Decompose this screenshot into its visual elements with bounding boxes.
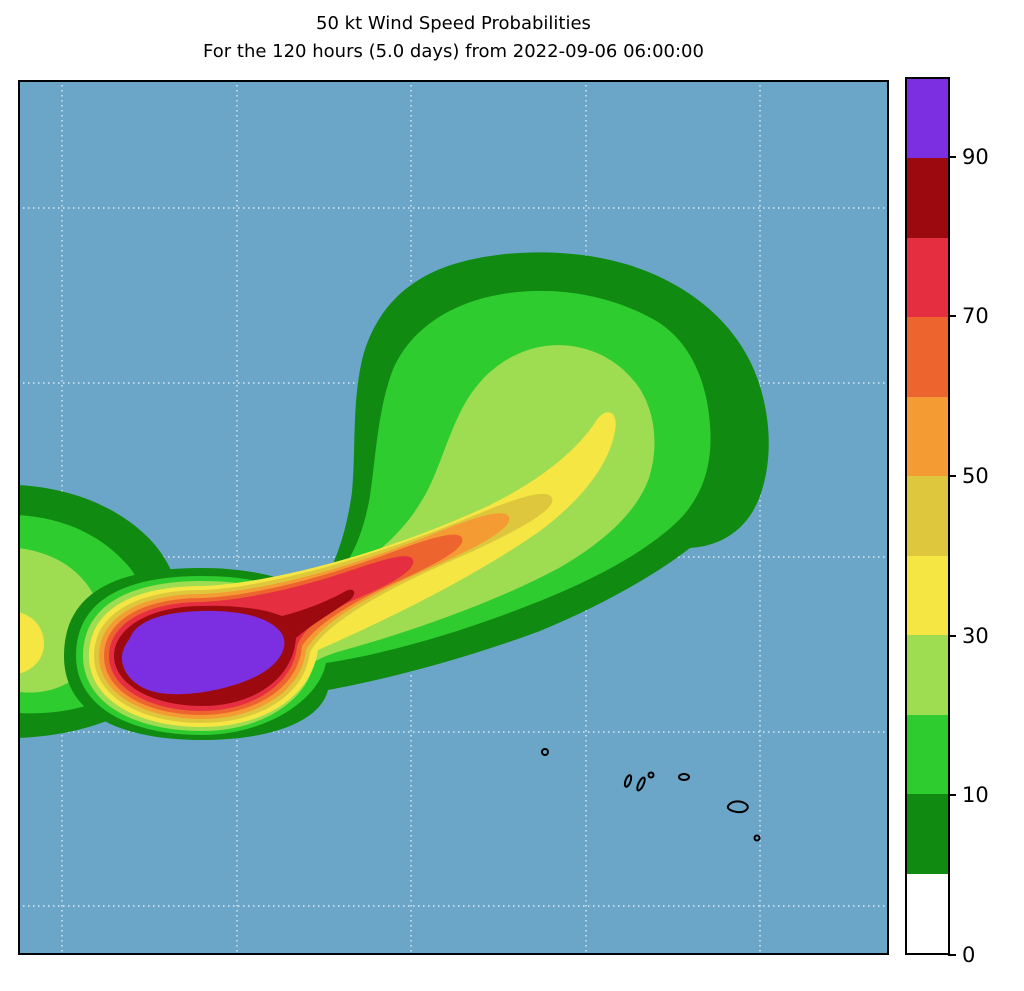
colorbar-segment-70-80 [907, 237, 948, 318]
island-icon [678, 773, 690, 781]
colorbar-segment-0-5 [907, 873, 948, 953]
colorbar-ticks: 90 70 50 30 10 0 [948, 77, 1024, 967]
colorbar-segment-90-100 [907, 79, 948, 159]
colorbar [905, 77, 950, 955]
plot-frame [18, 80, 889, 955]
colorbar-segment-5-10 [907, 794, 948, 874]
colorbar-segment-30-40 [907, 555, 948, 636]
colorbar-segment-60-70 [907, 317, 948, 397]
colorbar-tick-label: 90 [962, 144, 989, 169]
island-icon [726, 800, 749, 814]
probability-map-svg [18, 80, 889, 955]
island-icon [647, 771, 655, 779]
island-outlines [541, 748, 761, 842]
probability-contours [64, 252, 769, 740]
left-lobe-band-30 [18, 612, 44, 674]
colorbar-segment-20-30 [907, 635, 948, 715]
island-icon [623, 774, 633, 788]
colorbar-tick-label: 10 [962, 783, 989, 808]
island-icon [541, 748, 549, 756]
colorbar-tick-label: 30 [962, 623, 989, 648]
colorbar-segment-80-90 [907, 158, 948, 238]
colorbar-segment-40-50 [907, 476, 948, 556]
map-plot [18, 80, 889, 955]
contour-band-90-100 [121, 610, 285, 695]
chart-title-line2: For the 120 hours (5.0 days) from 2022-0… [203, 41, 704, 62]
colorbar-tick-label: 70 [962, 304, 989, 329]
colorbar-tick-label: 50 [962, 464, 989, 489]
colorbar-tick-label: 0 [962, 943, 976, 967]
colorbar-segment-50-60 [907, 396, 948, 477]
island-icon [753, 834, 761, 842]
chart-title-line1: 50 kt Wind Speed Probabilities [316, 13, 591, 34]
island-icon [636, 776, 646, 792]
colorbar-segment-10-20 [907, 714, 948, 795]
chart-title: 50 kt Wind Speed Probabilities For the 1… [18, 10, 889, 66]
